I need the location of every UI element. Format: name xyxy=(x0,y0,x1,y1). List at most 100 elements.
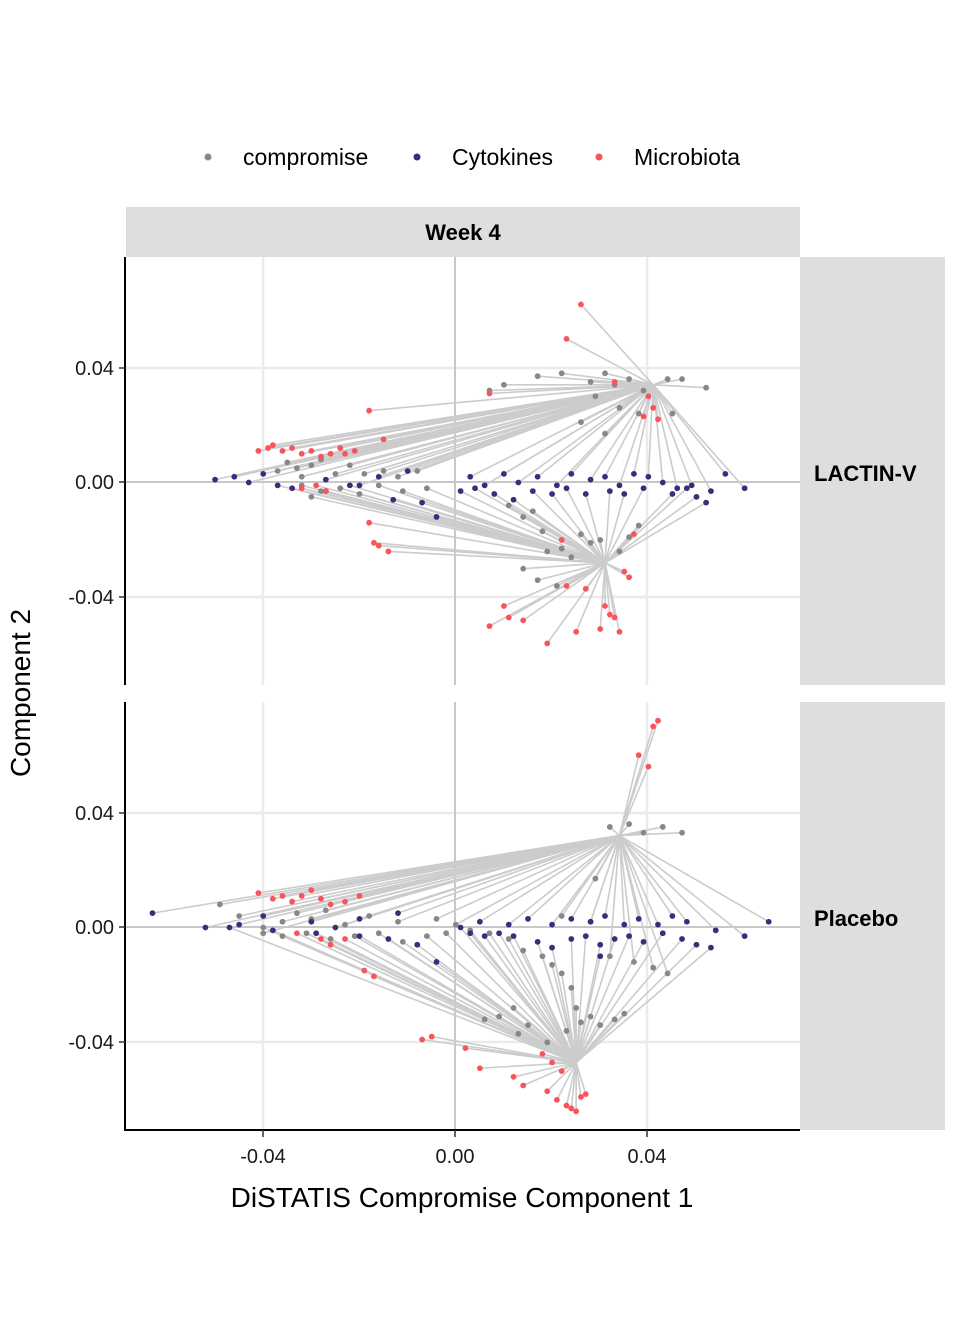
cytokines-point xyxy=(722,470,729,477)
cytokines-point xyxy=(269,927,276,934)
connector-line xyxy=(575,932,664,1063)
cytokines-point xyxy=(553,482,560,489)
microbiota-point xyxy=(520,617,527,624)
connector-line xyxy=(513,499,606,564)
microbiota-point xyxy=(578,1094,584,1100)
compromise-point xyxy=(361,470,368,477)
microbiota-point xyxy=(539,1050,546,1057)
cytokines-point xyxy=(568,915,575,922)
compromise-point xyxy=(515,1030,522,1037)
connector-line xyxy=(537,562,606,581)
compromise-point xyxy=(626,376,632,382)
cytokines-point xyxy=(568,936,575,942)
cytokines-point xyxy=(356,933,363,940)
x-tick-label: -0.04 xyxy=(240,1146,286,1168)
microbiota-point xyxy=(342,936,348,942)
connector-line xyxy=(575,938,683,1064)
connector-line xyxy=(618,835,669,974)
compromise-point xyxy=(505,502,512,509)
cytokines-point xyxy=(708,488,714,495)
microbiota-point xyxy=(563,1102,570,1109)
connector-line xyxy=(465,1047,577,1064)
connector-line xyxy=(633,384,654,475)
microbiota-point xyxy=(327,450,334,457)
microbiota-point xyxy=(501,603,507,609)
cytokines-point xyxy=(635,915,642,922)
connector-line xyxy=(566,562,606,587)
compromise-point xyxy=(520,947,527,954)
compromise-point xyxy=(375,482,382,489)
connector-line xyxy=(561,539,606,564)
microbiota-point xyxy=(308,887,315,894)
compromise-point xyxy=(563,1027,570,1034)
compromise-point xyxy=(366,913,373,919)
compromise-point xyxy=(452,921,459,928)
connector-line xyxy=(652,384,679,489)
cytokines-point xyxy=(491,491,498,497)
microbiota-point xyxy=(322,488,329,495)
connector-line xyxy=(575,1062,582,1098)
connector-line xyxy=(585,562,606,590)
microbiota-point xyxy=(298,892,305,899)
connector-line xyxy=(397,834,620,923)
microbiota-point xyxy=(308,447,315,454)
cytokines-point xyxy=(611,936,618,942)
microbiota-point xyxy=(313,482,320,489)
microbiota-point xyxy=(486,623,493,630)
connector-line xyxy=(517,384,654,484)
compromise-point xyxy=(318,488,324,495)
cytokines-point xyxy=(659,479,666,486)
microbiota-point xyxy=(573,1108,580,1115)
compromise-point xyxy=(337,485,344,492)
compromise-point xyxy=(351,933,358,940)
connector-line xyxy=(359,834,620,920)
compromise-point xyxy=(327,936,334,942)
cytokines-point xyxy=(226,924,233,931)
compromise-point xyxy=(308,462,315,469)
compromise-point xyxy=(375,930,382,937)
microbiota-point xyxy=(298,485,305,492)
connector-line xyxy=(546,1061,577,1092)
connector-line xyxy=(618,835,626,925)
compromise-point xyxy=(558,545,565,552)
cytokines-point xyxy=(597,941,604,948)
row-strip-lactin-v xyxy=(800,257,945,685)
cytokines-point xyxy=(404,468,411,474)
connector-line xyxy=(614,381,654,386)
cytokines-point xyxy=(621,491,628,497)
connector-line xyxy=(584,493,606,564)
cytokines-point xyxy=(708,944,714,951)
cytokines-point xyxy=(563,485,570,492)
x-tick-label: 0.00 xyxy=(436,1146,475,1168)
microbiota-point xyxy=(371,539,377,546)
cytokines-point xyxy=(597,953,604,960)
connector-line xyxy=(378,544,606,564)
panel-lactin-v-connectors xyxy=(214,303,746,644)
panel-lactin-v: LACTIN-V 0.04 0.00 -0.04 xyxy=(68,257,945,685)
microbiota-point xyxy=(327,941,334,948)
microbiota-point xyxy=(611,614,618,621)
connector-line xyxy=(522,1061,577,1087)
compromise-point xyxy=(659,824,666,830)
legend-item-cytokines: Cytokines xyxy=(413,144,553,170)
cytokines-point xyxy=(501,470,507,477)
microbiota-point xyxy=(563,335,570,342)
microbiota-point xyxy=(578,301,584,308)
microbiota-point xyxy=(356,892,363,899)
cytokines-point xyxy=(688,482,695,489)
compromise-point xyxy=(279,918,286,925)
connector-line xyxy=(604,487,645,564)
microbiota-point xyxy=(597,626,604,632)
connector-line xyxy=(599,562,606,630)
connector-line xyxy=(484,935,577,1063)
x-tick-label: 0.04 xyxy=(628,1146,667,1168)
microbiota-point xyxy=(553,1096,560,1103)
y-tick-label: 0.04 xyxy=(75,358,114,380)
compromise-point xyxy=(606,824,613,830)
connector-line xyxy=(532,490,606,564)
compromise-point xyxy=(616,548,623,555)
connector-line xyxy=(498,932,577,1063)
connector-line xyxy=(513,1061,577,1078)
cytokines-point xyxy=(659,930,666,937)
